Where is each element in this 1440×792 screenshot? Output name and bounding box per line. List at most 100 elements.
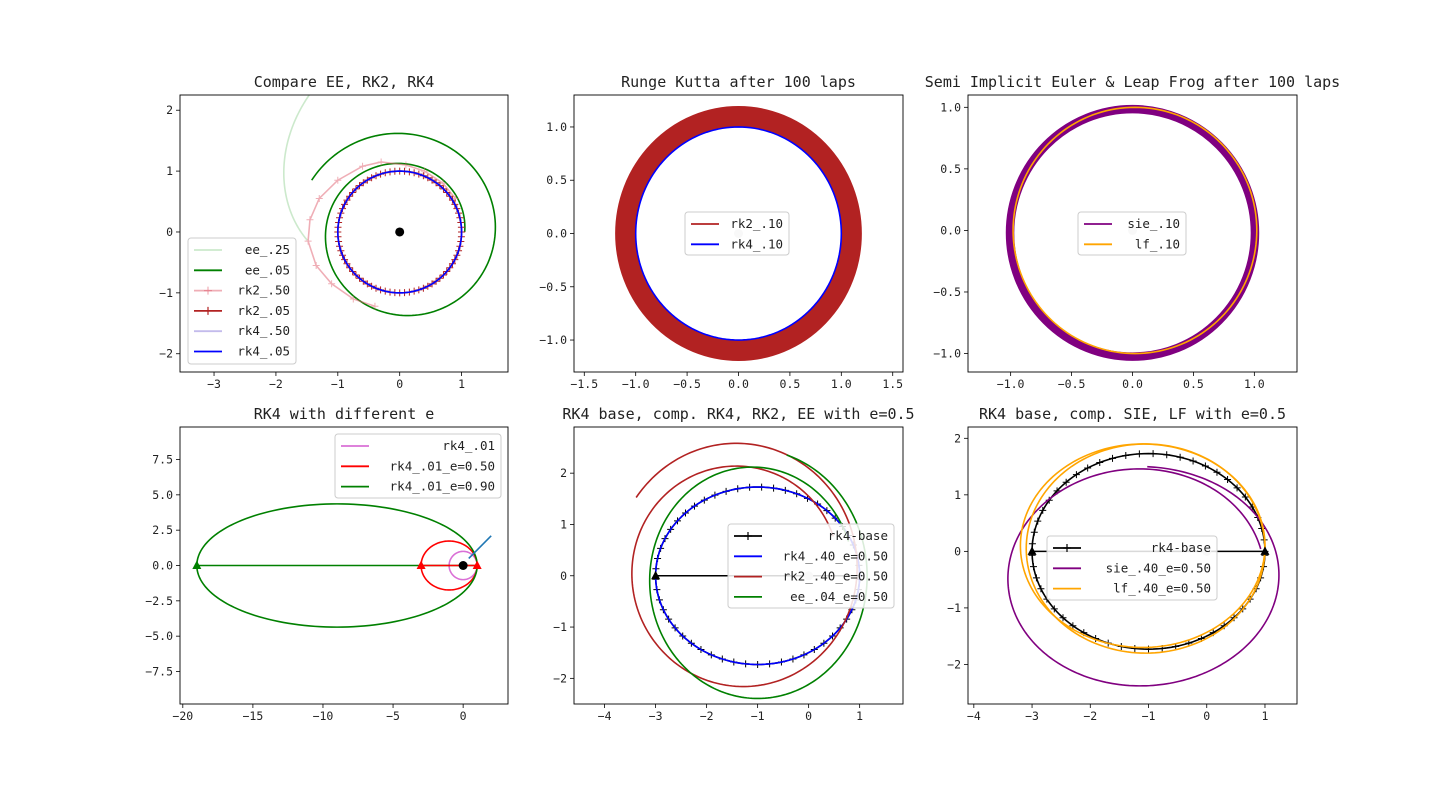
x-tick-label: −1.0 — [997, 377, 1025, 391]
y-tick-label: 1 — [560, 517, 567, 531]
legend-label: rk4_.40_e=0.50 — [783, 548, 888, 563]
x-tick-label: −5 — [386, 709, 400, 723]
y-tick-label: 0 — [954, 544, 961, 558]
subplot-5: RK4 base, comp. RK4, RK2, EE with e=0.5 −… — [553, 405, 914, 723]
y-tick-label: 1 — [954, 488, 961, 502]
series-lf-40-e-0-50 — [1019, 443, 1266, 654]
y-tick-label: 0 — [166, 225, 173, 239]
subplot-title: RK4 with different e — [254, 405, 435, 423]
legend: rk2_.10 rk4_.10 — [684, 211, 790, 256]
x-tick-label: −3 — [649, 709, 663, 723]
x-tick-label: 0.0 — [1122, 377, 1143, 391]
legend-label: ee_.05 — [245, 262, 290, 277]
x-tick-label: 1 — [856, 709, 863, 723]
triangle-marker — [1027, 546, 1037, 555]
axes-frame — [573, 94, 904, 373]
y-tick-label: 2.5 — [152, 523, 173, 537]
legend: rk4_.01 rk4_.01_e=0.50 rk4_.01_e=0.90 — [334, 433, 502, 499]
axes-frame — [967, 426, 1298, 705]
y-tick-label: −2.5 — [145, 594, 173, 608]
y-tick-label: 7.5 — [152, 453, 173, 467]
subplot-4: RK4 with different e −20 −15 −10 −5 0 −7.5 −5.0… — [145, 405, 509, 723]
y-tick-label: −1 — [159, 286, 173, 300]
series-rk2-10 — [615, 106, 862, 361]
series-rk4-05 — [337, 170, 463, 294]
y-tick-label: 5.0 — [152, 488, 173, 502]
axes-frame — [573, 426, 904, 705]
x-tick-label: −1 — [331, 377, 345, 391]
series-sie-10 — [1005, 104, 1260, 361]
y-tick-label: 1.0 — [546, 120, 567, 134]
legend: ee_.25 ee_.05 rk2_.50 rk2_.05 rk4_.50 rk4_.05 — [187, 237, 297, 365]
y-tick-label: −2 — [947, 657, 961, 671]
y-tick-label: 0.5 — [940, 162, 961, 176]
axes-frame — [967, 94, 1298, 373]
subplot-title: Runge Kutta after 100 laps — [621, 73, 856, 91]
x-tick-label: 1.0 — [831, 377, 852, 391]
legend-label: rk4_.10 — [730, 236, 783, 251]
x-tick-label: −1 — [751, 709, 765, 723]
y-tick-label: 1 — [166, 164, 173, 178]
x-tick-label: 1.0 — [1244, 377, 1265, 391]
x-tick-label: −2 — [1083, 709, 1097, 723]
triangle-marker — [1260, 546, 1270, 555]
y-tick-label: 0.0 — [940, 223, 961, 237]
legend-label: rk4_.01_e=0.50 — [390, 458, 495, 473]
y-tick-label: 0.0 — [546, 227, 567, 241]
y-tick-label: 1.0 — [940, 100, 961, 114]
legend-label: rk2_.50 — [237, 283, 290, 298]
legend-label: lf_.10 — [1135, 236, 1180, 251]
y-tick-label: −0.5 — [933, 285, 961, 299]
x-tick-label: −4 — [967, 709, 981, 723]
y-tick-label: 2 — [560, 466, 567, 480]
x-tick-label: −3 — [1025, 709, 1039, 723]
legend: rk4-base rk4_.40_e=0.50 rk2_.40_e=0.50 ee_.… — [727, 523, 895, 609]
x-tick-label: −10 — [313, 709, 334, 723]
legend-label: rk2_.10 — [730, 216, 783, 231]
subplot-title: RK4 base, comp. RK4, RK2, EE with e=0.5 — [562, 405, 914, 423]
y-tick-label: −7.5 — [145, 664, 173, 678]
y-tick-label: 2 — [954, 431, 961, 445]
segment-line — [468, 535, 492, 559]
legend-label: ee_.25 — [245, 242, 290, 257]
legend-label: lf_.40_e=0.50 — [1113, 581, 1211, 596]
axes-frame — [179, 94, 509, 373]
series-ee-25 — [283, 95, 311, 241]
y-tick-label: 0.5 — [546, 173, 567, 187]
x-tick-label: −1.5 — [570, 377, 598, 391]
series-ee-05 — [311, 132, 497, 317]
x-tick-label: −1 — [1142, 709, 1156, 723]
subplot-2: Runge Kutta after 100 laps −1.5 −1.0 −0.5 0.… — [539, 73, 904, 391]
legend-label: rk4_.50 — [237, 323, 290, 338]
series-rk4-10 — [634, 126, 843, 341]
legend-label: rk4_.01_e=0.90 — [390, 479, 495, 494]
x-tick-label: 0 — [460, 709, 467, 723]
legend-label: sie_.10 — [1127, 216, 1180, 231]
x-tick-label: 1 — [1262, 709, 1269, 723]
subplot-6: RK4 base, comp. SIE, LF with e=0.5 −4 −3 −2… — [947, 405, 1298, 723]
y-tick-label: −0.5 — [539, 280, 567, 294]
legend-label: rk4-base — [828, 528, 888, 543]
x-tick-label: 1.5 — [882, 377, 903, 391]
y-tick-label: 0.0 — [152, 559, 173, 573]
y-tick-label: −1.0 — [933, 347, 961, 361]
x-tick-label: −3 — [207, 377, 221, 391]
x-tick-label: −15 — [242, 709, 263, 723]
x-tick-label: −0.5 — [1058, 377, 1086, 391]
subplot-title: Semi Implicit Euler & Leap Frog after 10… — [925, 73, 1340, 91]
x-tick-label: 1 — [458, 377, 465, 391]
x-tick-label: 0.5 — [780, 377, 801, 391]
subplot-title: Compare EE, RK2, RK4 — [254, 73, 435, 91]
x-tick-label: −2 — [269, 377, 283, 391]
legend-label: rk2_.05 — [237, 303, 290, 318]
y-tick-label: −2 — [159, 347, 173, 361]
axes-frame — [179, 426, 509, 705]
subplot-title: RK4 base, comp. SIE, LF with e=0.5 — [979, 405, 1286, 423]
series-lf-10 — [1012, 106, 1258, 355]
legend-label: rk4_.05 — [237, 344, 290, 359]
x-tick-label: 0.5 — [1183, 377, 1204, 391]
x-tick-label: 0 — [396, 377, 403, 391]
x-tick-label: 0.0 — [728, 377, 749, 391]
y-tick-label: −5.0 — [145, 629, 173, 643]
